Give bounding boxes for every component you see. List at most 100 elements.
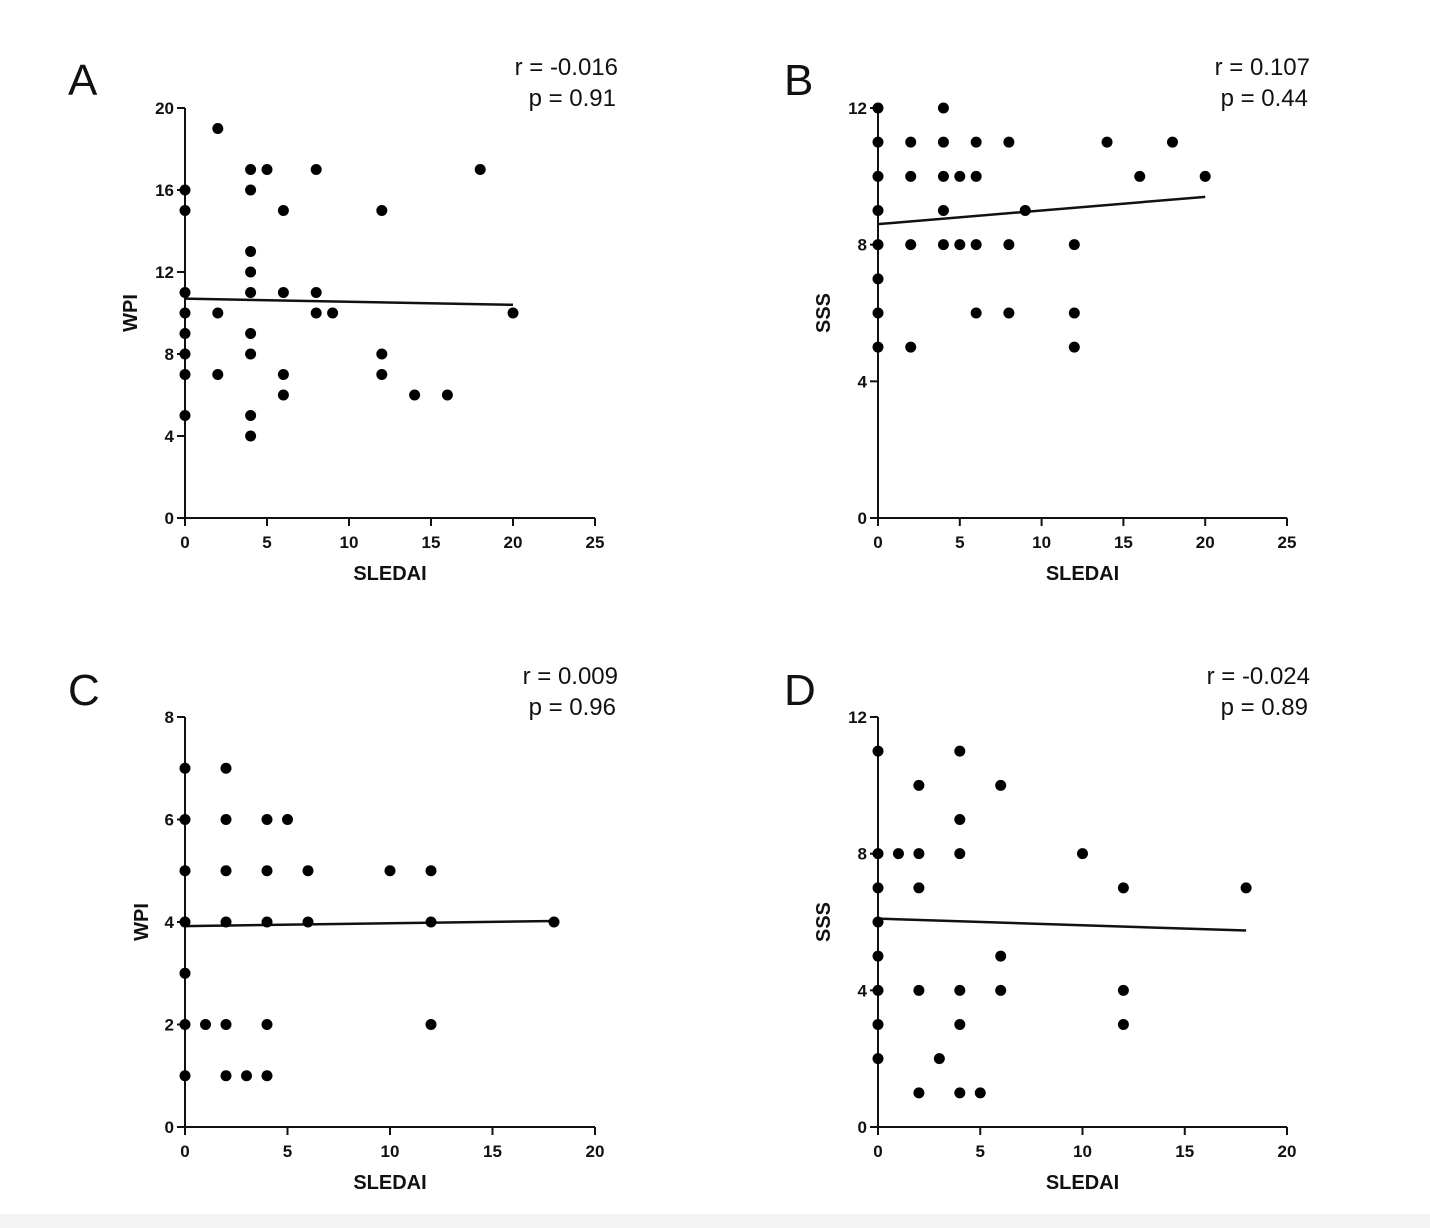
data-point	[872, 745, 884, 757]
stats-text: r = 0.107	[1215, 54, 1310, 81]
data-point	[872, 273, 884, 285]
data-point	[179, 1070, 191, 1082]
data-point	[261, 865, 273, 877]
y-tick-label: 6	[165, 811, 174, 830]
data-point	[872, 341, 884, 353]
x-tick-label: 5	[976, 1142, 985, 1161]
data-point	[179, 1019, 191, 1030]
x-tick-label: 25	[586, 533, 605, 552]
x-tick-label: 20	[1278, 1142, 1297, 1161]
data-point	[995, 779, 1007, 791]
data-point	[937, 136, 949, 148]
data-point	[220, 814, 232, 825]
data-point	[1003, 307, 1015, 319]
data-point	[1117, 984, 1129, 996]
y-tick-label: 0	[858, 1118, 867, 1137]
stats-text: p = 0.44	[1221, 85, 1308, 112]
data-point	[376, 348, 388, 360]
data-point	[261, 916, 273, 928]
data-point	[179, 814, 191, 825]
data-point	[905, 136, 917, 148]
data-point	[913, 882, 925, 894]
data-point	[220, 865, 232, 877]
data-point	[872, 916, 884, 928]
data-point	[1199, 170, 1211, 182]
data-point	[261, 1070, 273, 1082]
data-point	[872, 984, 884, 996]
data-point	[954, 848, 966, 860]
data-point	[995, 950, 1007, 962]
data-point	[179, 184, 191, 196]
data-point	[872, 239, 884, 251]
data-point	[1240, 882, 1252, 894]
data-point	[277, 389, 289, 401]
y-tick-label: 2	[165, 1016, 174, 1035]
data-point	[302, 916, 314, 928]
data-point	[548, 916, 560, 928]
x-tick-label: 15	[1175, 1142, 1194, 1161]
data-point	[1003, 239, 1015, 251]
data-point	[954, 239, 966, 251]
data-point	[954, 1019, 966, 1030]
y-tick-label: 8	[858, 236, 867, 255]
data-point	[905, 170, 917, 182]
x-tick-label: 20	[586, 1142, 605, 1161]
data-point	[384, 865, 396, 877]
data-point	[913, 984, 925, 996]
data-point	[245, 287, 257, 298]
data-point	[179, 348, 191, 360]
x-tick-label: 5	[955, 533, 964, 552]
x-axis-label: SLEDAI	[353, 563, 426, 585]
y-tick-label: 4	[858, 372, 868, 391]
data-point	[937, 205, 949, 216]
data-point	[220, 762, 232, 774]
x-tick-label: 0	[873, 533, 882, 552]
data-point	[376, 369, 388, 380]
data-point	[179, 916, 191, 928]
y-tick-label: 0	[165, 1118, 174, 1137]
data-point	[425, 1019, 437, 1030]
data-point	[441, 389, 453, 401]
data-point	[282, 814, 293, 825]
data-point	[970, 239, 982, 251]
data-point	[954, 1087, 966, 1099]
data-point	[954, 170, 966, 182]
data-point	[954, 814, 966, 825]
data-point	[1134, 170, 1146, 182]
x-tick-label: 15	[422, 533, 441, 552]
x-tick-label: 25	[1278, 533, 1297, 552]
x-tick-label: 0	[873, 1142, 882, 1161]
data-point	[310, 307, 322, 319]
data-point	[179, 967, 191, 979]
x-tick-label: 0	[180, 1142, 189, 1161]
y-tick-label: 16	[155, 181, 174, 200]
data-point	[245, 164, 257, 175]
x-tick-label: 10	[1032, 533, 1051, 552]
x-tick-label: 5	[283, 1142, 292, 1161]
panel-label: D	[784, 666, 816, 715]
y-tick-label: 4	[165, 427, 175, 446]
data-point	[872, 1053, 884, 1065]
data-point	[1019, 205, 1031, 216]
data-point	[179, 328, 191, 339]
stats-text: r = -0.016	[515, 54, 618, 81]
data-point	[872, 205, 884, 216]
data-point	[302, 865, 314, 877]
footer-band	[0, 1214, 1430, 1228]
data-point	[220, 916, 232, 928]
y-tick-label: 12	[848, 708, 867, 727]
data-point	[872, 848, 884, 860]
data-point	[327, 307, 339, 319]
data-point	[1068, 239, 1080, 251]
data-point	[245, 184, 257, 196]
y-tick-label: 4	[165, 913, 175, 932]
x-tick-label: 10	[340, 533, 359, 552]
data-point	[507, 307, 519, 319]
data-point	[872, 136, 884, 148]
y-axis-label: SSS	[813, 293, 835, 333]
data-point	[261, 164, 273, 175]
data-point	[905, 239, 917, 251]
data-point	[310, 164, 322, 175]
data-point	[905, 341, 917, 353]
